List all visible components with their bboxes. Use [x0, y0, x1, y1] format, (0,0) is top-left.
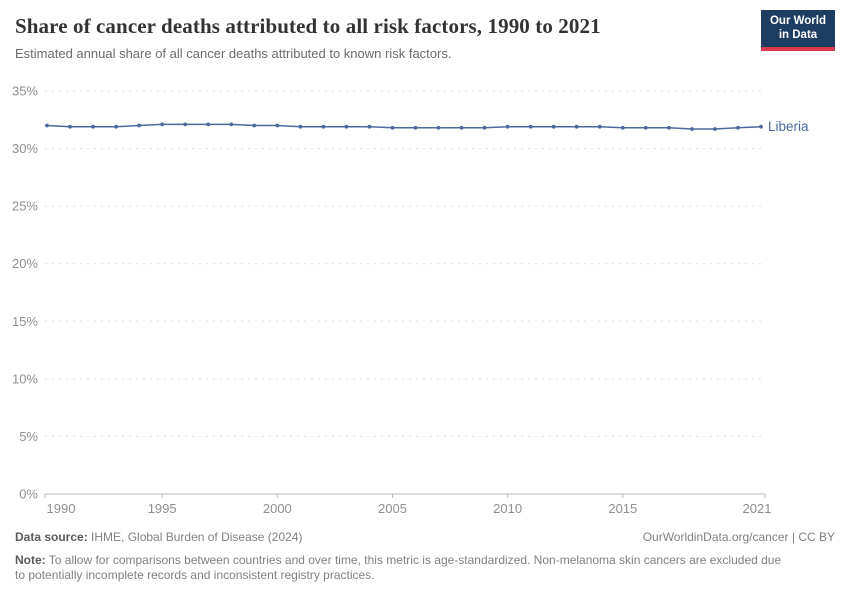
data-point-2007[interactable]: [436, 125, 441, 130]
data-point-1992[interactable]: [91, 124, 95, 129]
gridlines: [45, 90, 765, 437]
x-tick-label-1995: 1995: [148, 501, 177, 516]
data-point-2015[interactable]: [620, 125, 625, 130]
data-source-label: Data source:: [15, 530, 88, 544]
data-point-2009[interactable]: [482, 125, 487, 130]
series-line-liberia[interactable]: [46, 123, 762, 130]
data-point-2021[interactable]: [759, 124, 763, 129]
data-point-2001[interactable]: [298, 124, 303, 129]
data-point-1997[interactable]: [206, 122, 211, 127]
data-point-2010[interactable]: [505, 124, 510, 129]
data-point-2013[interactable]: [574, 124, 579, 129]
y-tick-label-20: 20%: [12, 256, 38, 271]
data-point-2016[interactable]: [643, 125, 648, 130]
y-tick-label-25: 25%: [12, 199, 38, 214]
data-point-2018[interactable]: [690, 127, 694, 131]
x-axis: [44, 493, 766, 498]
data-point-2006[interactable]: [413, 125, 418, 130]
page-title: Share of cancer deaths attributed to all…: [15, 14, 601, 38]
data-point-2011[interactable]: [528, 124, 533, 129]
chart-plot-area[interactable]: 0% 5% 10% 15% 20% 25% 30% 35% 1990 1995 2000 2005 20…: [0, 72, 850, 522]
data-point-2014[interactable]: [597, 124, 602, 129]
x-tick-label-1990: 1990: [47, 501, 76, 516]
owid-logo: Our World in Data: [761, 10, 835, 51]
data-point-1993[interactable]: [114, 124, 118, 129]
x-tick-label-2015: 2015: [608, 501, 637, 516]
series-points-liberia[interactable]: [45, 122, 763, 131]
data-source-line: Data source: IHME, Global Burden of Dise…: [15, 530, 302, 546]
y-tick-label-35: 35%: [12, 84, 38, 99]
y-tick-label-0: 0%: [19, 487, 38, 502]
data-source-text: IHME, Global Burden of Disease (2024): [87, 530, 303, 544]
note-label: Note:: [15, 552, 46, 567]
x-tick-label-2000: 2000: [263, 501, 292, 516]
data-point-2003[interactable]: [344, 124, 349, 129]
y-tick-label-10: 10%: [12, 371, 38, 386]
license-link[interactable]: OurWorldinData.org/cancer | CC BY: [642, 530, 835, 544]
data-point-2000[interactable]: [275, 123, 280, 128]
y-tick-label-30: 30%: [12, 141, 38, 156]
y-axis-labels: 0% 5% 10% 15% 20% 25% 30% 35%: [12, 84, 38, 502]
logo-line-1: Our World: [769, 15, 826, 27]
line-chart-svg[interactable]: 0% 5% 10% 15% 20% 25% 30% 35% 1990 1995 2000 2005 20…: [0, 72, 850, 522]
data-point-2008[interactable]: [459, 125, 464, 130]
data-point-1996[interactable]: [183, 122, 188, 127]
data-point-1990[interactable]: [45, 123, 49, 128]
data-point-1994[interactable]: [137, 123, 142, 128]
chart-subtitle: Estimated annual share of all cancer dea…: [15, 46, 452, 62]
x-tick-label-2005: 2005: [378, 501, 407, 516]
data-point-2019[interactable]: [713, 127, 717, 131]
y-tick-label-5: 5%: [19, 429, 38, 444]
data-point-2004[interactable]: [367, 124, 372, 129]
data-point-1995[interactable]: [160, 122, 165, 127]
y-tick-label-15: 15%: [12, 314, 38, 329]
data-point-1998[interactable]: [229, 122, 234, 127]
x-axis-labels: 1990 1995 2000 2005 2010 2015 2021: [47, 501, 772, 516]
x-tick-label-2021: 2021: [743, 501, 772, 516]
data-point-1999[interactable]: [252, 123, 257, 128]
series-label-liberia[interactable]: Liberia: [768, 119, 809, 134]
data-point-2020[interactable]: [736, 125, 740, 130]
data-point-2017[interactable]: [667, 125, 671, 130]
chart-note: Note: To allow for comparisons between c…: [15, 553, 793, 584]
note-text: To allow for comparisons between countri…: [15, 552, 782, 583]
x-tick-label-2010: 2010: [493, 501, 522, 516]
data-point-2012[interactable]: [551, 124, 556, 129]
data-point-1991[interactable]: [68, 124, 72, 129]
chart-footer: Data source: IHME, Global Burden of Dise…: [0, 522, 850, 584]
logo-line-2: in Data: [778, 28, 818, 41]
chart-header: Share of cancer deaths attributed to all…: [0, 0, 850, 72]
data-point-2002[interactable]: [321, 124, 326, 129]
data-point-2005[interactable]: [390, 125, 395, 130]
